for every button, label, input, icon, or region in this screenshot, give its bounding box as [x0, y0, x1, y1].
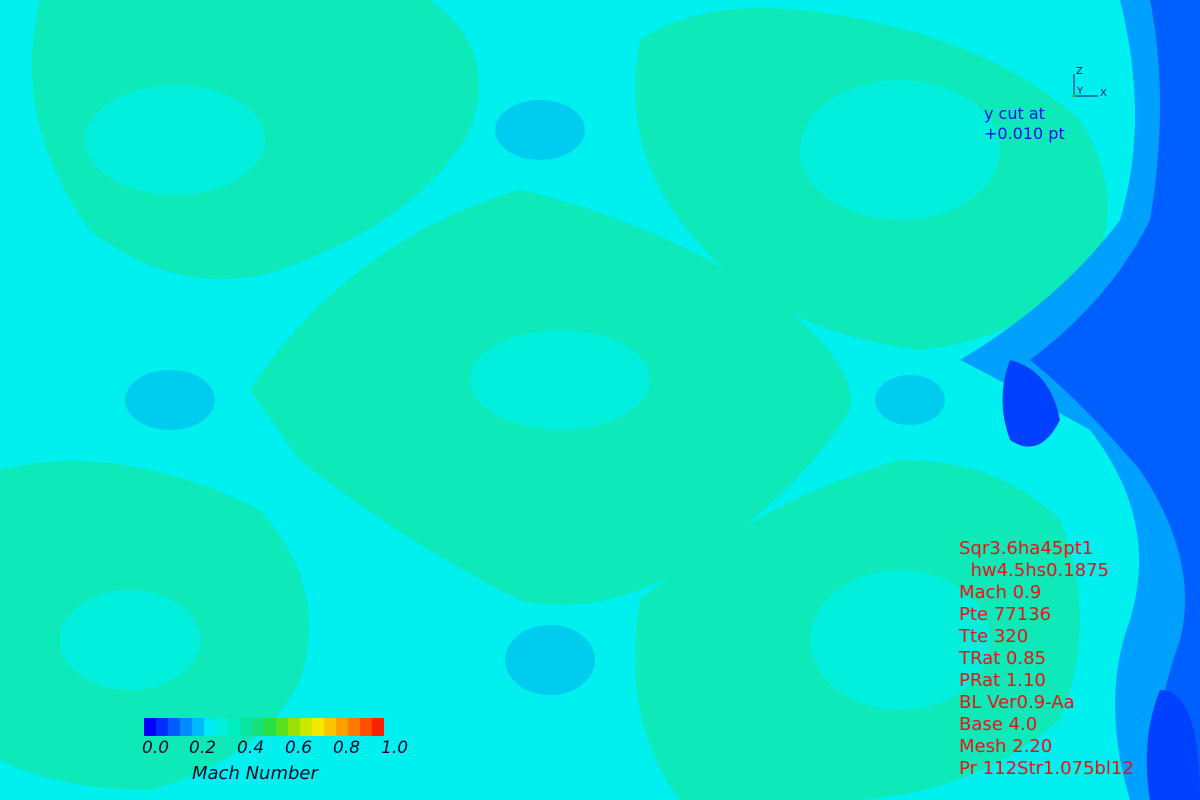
colorbar-tick: 0.2	[189, 738, 217, 758]
colorbar-tick: 0.4	[237, 738, 265, 758]
parameter-list: Sqr3.6ha45pt1 hw4.5hs0.1875 Mach 0.9 Pte…	[959, 538, 1134, 780]
param-line: Sqr3.6ha45pt1	[959, 538, 1094, 559]
colorbar-swatch	[168, 718, 181, 736]
param-line: Pr 112Str1.075bl12	[959, 758, 1134, 779]
colorbar-swatch	[240, 718, 253, 736]
colorbar-swatch	[336, 718, 349, 736]
cut-label: y cut at +0.010 pt	[984, 104, 1065, 144]
cut-label-line1: y cut at	[984, 104, 1045, 123]
colorbar-swatch	[192, 718, 205, 736]
colorbar-swatch	[360, 718, 373, 736]
colorbar-swatch	[204, 718, 217, 736]
mach-colorbar	[144, 718, 384, 736]
colorbar-swatch	[348, 718, 361, 736]
colorbar-swatch	[180, 718, 193, 736]
param-line: TRat 0.85	[959, 648, 1046, 669]
colorbar-swatch	[264, 718, 277, 736]
colorbar-swatch	[228, 718, 241, 736]
colorbar-swatch	[312, 718, 325, 736]
axis-y-label: Y	[1077, 86, 1084, 97]
colorbar-swatch	[324, 718, 337, 736]
colorbar-swatch	[300, 718, 313, 736]
param-line: Tte 320	[959, 626, 1029, 647]
colorbar-swatch	[372, 718, 384, 736]
param-line: BL Ver0.9-Aa	[959, 692, 1075, 713]
axis-triad: Z Y X	[1064, 64, 1112, 104]
axis-triad-lines	[1072, 74, 1098, 98]
colorbar-tick: 0.6	[285, 738, 313, 758]
colorbar-swatch	[252, 718, 265, 736]
colorbar-swatch	[276, 718, 289, 736]
param-line: hw4.5hs0.1875	[959, 560, 1109, 581]
colorbar-tick: 0.0	[142, 738, 170, 758]
colorbar-title: Mach Number	[192, 763, 318, 784]
param-line: PRat 1.10	[959, 670, 1046, 691]
colorbar-tick: 1.0	[381, 738, 409, 758]
axis-z-label: Z	[1076, 66, 1083, 77]
colorbar-swatch	[216, 718, 229, 736]
param-line: Base 4.0	[959, 714, 1038, 735]
param-line: Mach 0.9	[959, 582, 1042, 603]
colorbar-swatch	[288, 718, 301, 736]
param-line: Pte 77136	[959, 604, 1051, 625]
axis-x-label: X	[1100, 88, 1107, 99]
cut-label-line2: +0.010 pt	[984, 124, 1065, 143]
colorbar-ticks: 0.0 0.2 0.4 0.6 0.8 1.0	[142, 738, 422, 760]
colorbar-swatch	[144, 718, 157, 736]
colorbar-tick: 0.8	[333, 738, 361, 758]
param-line: Mesh 2.20	[959, 736, 1053, 757]
colorbar-swatch	[156, 718, 169, 736]
